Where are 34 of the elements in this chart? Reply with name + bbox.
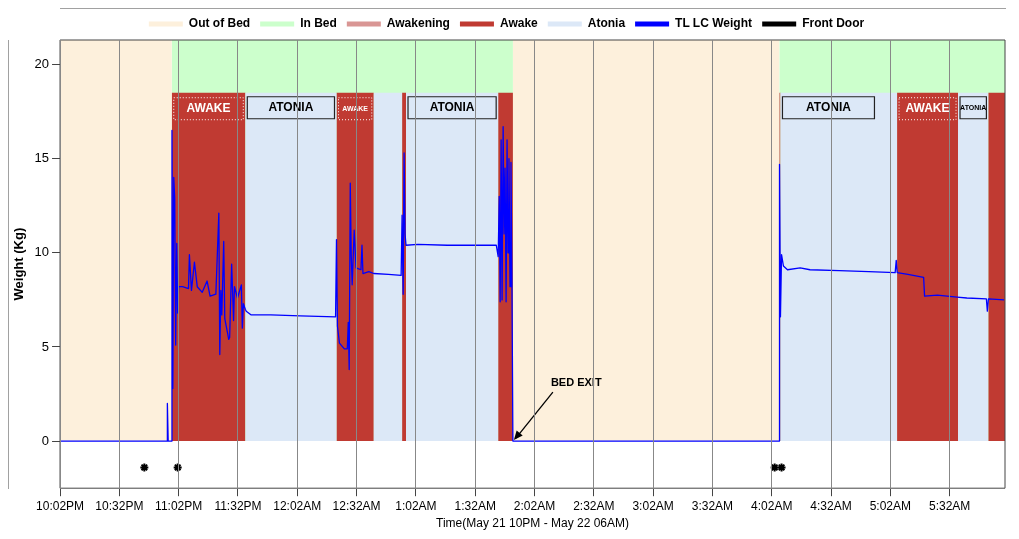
legend-label: Out of Bed	[188, 16, 251, 31]
x-tick-label: 1:02AM	[395, 498, 437, 513]
x-tick-label: 10:32PM	[95, 498, 144, 513]
x-tick-label: 3:02AM	[632, 498, 674, 513]
legend-label: Awakening	[386, 16, 450, 31]
y-axis-title: Weight (Kg)	[11, 227, 27, 301]
x-tick-label: 10:02PM	[36, 498, 85, 513]
x-tick-label: 4:02AM	[751, 498, 793, 513]
annotation: ATONIA	[268, 100, 314, 115]
legend-label: Awake	[499, 16, 539, 31]
y-tick-label: 15	[34, 150, 50, 166]
annotation: AWAKE	[905, 101, 950, 116]
x-tick-label: 11:02PM	[155, 498, 203, 513]
legend-label: Front Door	[802, 16, 865, 31]
x-tick-label: 4:32AM	[810, 498, 852, 513]
y-tick-label: 0	[41, 432, 50, 448]
legend-label: TL LC Weight	[675, 16, 752, 31]
x-axis-title: Time(May 21 10PM - May 22 06AM)	[436, 516, 630, 531]
y-tick-label: 5	[41, 338, 50, 354]
x-tick-label: 2:32AM	[573, 498, 615, 513]
x-tick-label: 5:02AM	[869, 498, 912, 513]
annotation: ATONIA	[429, 100, 475, 115]
x-tick-label: 11:32PM	[214, 498, 262, 513]
x-tick-label: 1:32AM	[454, 498, 496, 513]
x-tick-label: 5:32AM	[928, 498, 971, 513]
x-tick-label: 12:02AM	[273, 498, 322, 513]
x-tick-label: 12:32AM	[332, 498, 381, 513]
legend-label: Atonia	[587, 16, 626, 31]
annotation: AWAKE	[186, 101, 231, 116]
x-tick-label: 3:32AM	[691, 498, 734, 513]
y-tick-label: 20	[34, 56, 50, 72]
legend-label: In Bed	[300, 16, 337, 31]
x-tick-label: 2:02AM	[513, 498, 556, 513]
y-tick-label: 10	[34, 244, 50, 260]
